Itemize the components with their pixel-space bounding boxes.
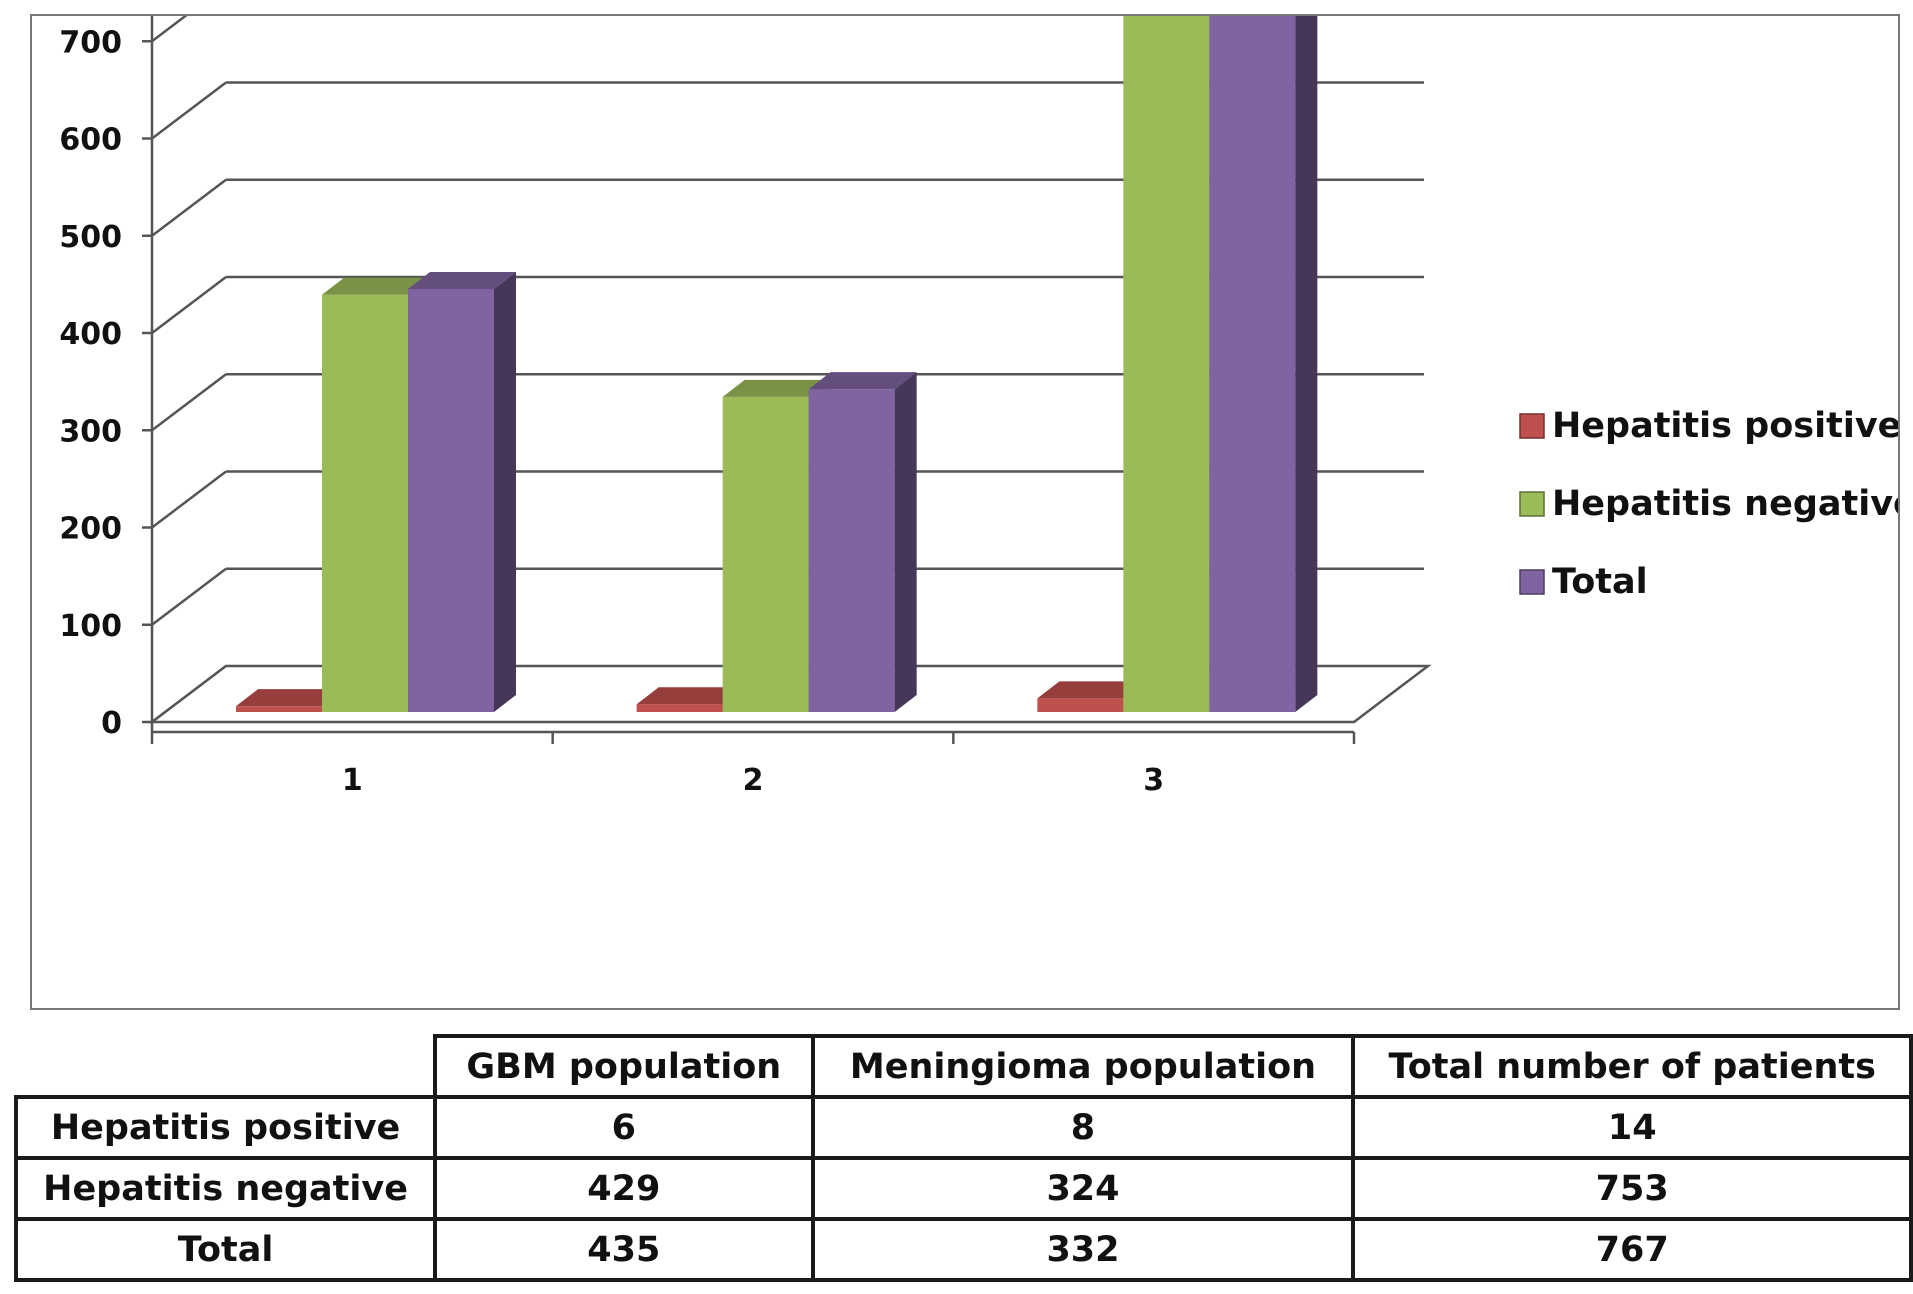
bar-top (722, 379, 831, 397)
bar-top (808, 372, 917, 390)
bar-chart: 0100200300400500600700800123Hepatitis po… (59, 16, 1898, 798)
table-column-header: GBM population (433, 1034, 815, 1099)
table-row: Total 435 332 767 (13, 1217, 1913, 1282)
table-cell: 14 (1351, 1095, 1913, 1160)
bar-front (408, 288, 494, 712)
x-axis-tick-label: 1 (342, 763, 363, 798)
bar-side (1295, 16, 1318, 712)
bar-top (636, 687, 745, 705)
y-axis-tick-label: 300 (59, 414, 122, 449)
legend-swatch (1519, 413, 1545, 439)
table-row-label: Hepatitis positive (13, 1095, 438, 1160)
table-row: Hepatitis negative 429 324 753 (13, 1156, 1913, 1221)
table-column-header: Total number of patients (1351, 1034, 1913, 1099)
table-column-header: Meningioma population (810, 1034, 1356, 1099)
table-corner-cell (16, 1036, 438, 1099)
table-row-label: Total (13, 1217, 438, 1282)
bar-top (322, 277, 430, 295)
table-cell: 435 (433, 1217, 815, 1282)
table-cell: 6 (433, 1095, 815, 1160)
table-cell: 429 (433, 1156, 815, 1221)
gridline-depth (151, 373, 227, 432)
bar-front (636, 704, 723, 712)
table-cell: 324 (810, 1156, 1356, 1221)
x-axis-tick-label: 2 (743, 763, 764, 798)
x-axis-tick-label: 3 (1143, 763, 1164, 798)
gridline-depth (151, 178, 227, 237)
bar-front (1123, 16, 1210, 712)
table-cell: 332 (810, 1217, 1356, 1282)
bar-front (808, 389, 895, 712)
table-cell: 8 (810, 1095, 1356, 1160)
legend-swatch (1519, 569, 1545, 595)
y-axis-tick-label: 400 (59, 317, 122, 352)
bar-front (1209, 16, 1296, 712)
table-cell: 753 (1351, 1156, 1913, 1221)
y-axis-tick-label: 200 (59, 512, 122, 547)
chart-area: 0100200300400500600700800123Hepatitis po… (30, 14, 1900, 1010)
bar-top (408, 271, 516, 289)
legend-label: Total (1552, 562, 1648, 602)
data-table: GBM population Meningioma population Tot… (13, 1034, 1913, 1282)
legend-swatch (1519, 491, 1545, 517)
table-header-row: GBM population Meningioma population Tot… (16, 1034, 1913, 1099)
legend-label: Hepatitis negative (1552, 484, 1898, 524)
bar-front (236, 706, 322, 712)
bar-side (894, 372, 917, 712)
bar-front (1037, 698, 1124, 712)
bar-front (722, 396, 809, 712)
table-cell: 767 (1351, 1217, 1913, 1282)
table-row: Hepatitis positive 6 8 14 (13, 1095, 1913, 1160)
y-axis-tick-label: 600 (59, 123, 122, 158)
bar-top (236, 689, 344, 707)
gridline-depth (151, 276, 227, 334)
bar-front (322, 294, 408, 712)
y-axis-tick-label: 700 (59, 25, 122, 60)
gridline-depth (151, 567, 227, 626)
bar-top (1037, 681, 1146, 699)
y-axis-tick-label: 500 (59, 220, 122, 255)
gridline-depth (151, 16, 188, 43)
y-axis-tick-label: 100 (59, 609, 122, 644)
y-axis-tick-label: 0 (101, 706, 122, 741)
table-row-label: Hepatitis negative (13, 1156, 438, 1221)
bar-side (494, 271, 516, 712)
gridline-depth (151, 81, 227, 140)
gridline-depth (151, 470, 227, 529)
legend-label: Hepatitis positive (1552, 406, 1898, 446)
